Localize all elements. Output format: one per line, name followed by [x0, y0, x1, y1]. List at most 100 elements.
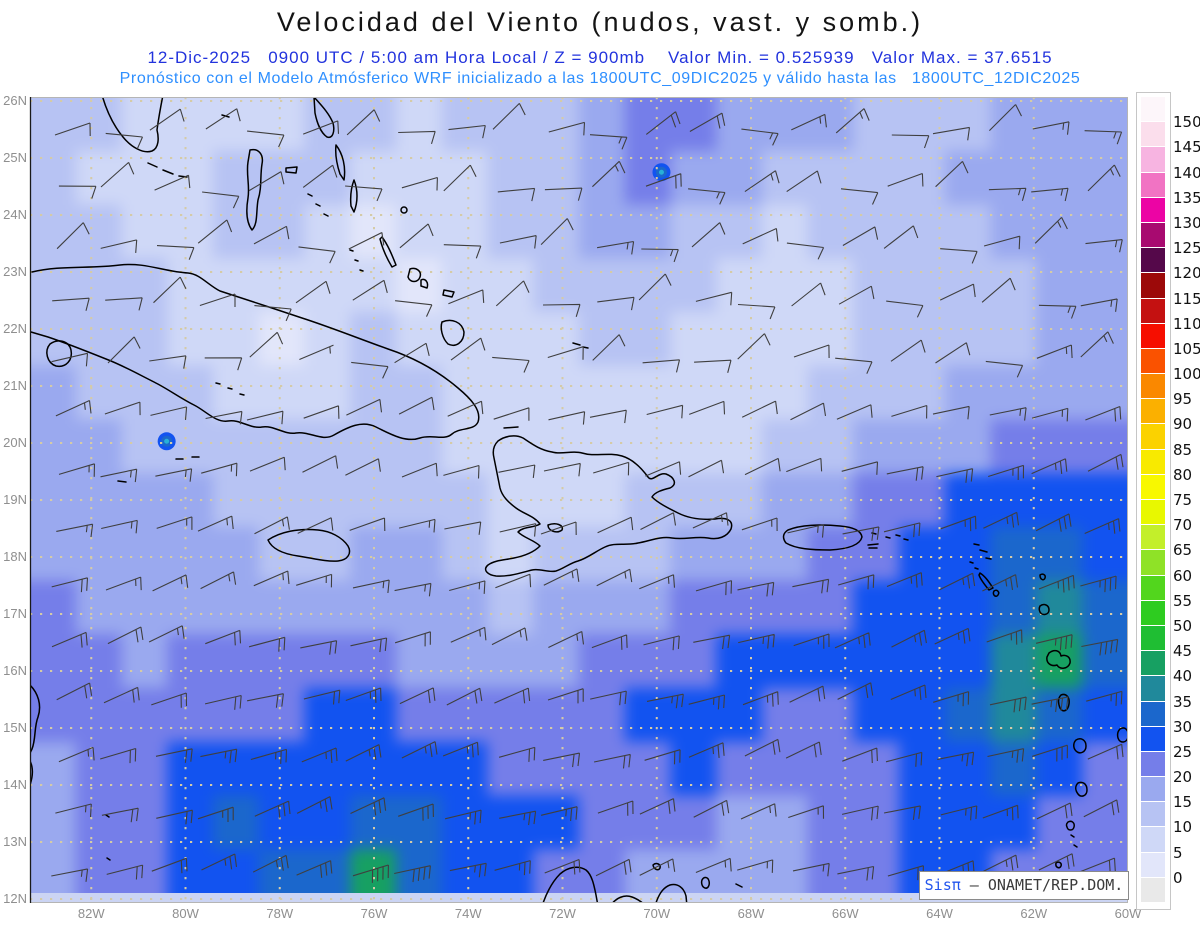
- colorbar-tick-label: 80: [1173, 465, 1193, 484]
- colorbar-tick-label: 140: [1173, 163, 1200, 182]
- colorbar-cell: [1141, 424, 1165, 449]
- colorbar-cell: [1141, 222, 1165, 248]
- colorbar-cell: [1141, 600, 1165, 625]
- colorbar-tick-label: 145: [1173, 138, 1200, 157]
- latlon-gridlines: [30, 97, 1128, 903]
- x-axis-label: 76W: [360, 906, 388, 921]
- colorbar-cell: [1141, 323, 1165, 348]
- colorbar-tick-label: 70: [1173, 516, 1193, 535]
- colorbar-cell: [1141, 877, 1165, 902]
- colorbar-cell: [1141, 500, 1165, 525]
- colorbar-cell: [1141, 651, 1165, 676]
- x-axis-label: 62W: [1020, 906, 1048, 921]
- local-maxima-spots: [157, 163, 671, 451]
- colorbar-cell: [1141, 777, 1165, 802]
- colorbar-cell: [1141, 726, 1165, 751]
- colorbar-cell: [1141, 248, 1165, 273]
- x-axis-label: 78W: [266, 906, 294, 921]
- y-axis-label: 18N: [3, 549, 27, 564]
- colorbar-tick-label: 150: [1173, 113, 1200, 132]
- y-axis-label: 12N: [3, 891, 27, 906]
- colorbar-tick-label: 40: [1173, 667, 1193, 686]
- coast-puerto-rico: [782, 524, 909, 551]
- colorbar-cell: [1141, 575, 1165, 600]
- y-axis-label: 15N: [3, 720, 27, 735]
- y-axis-label: 16N: [3, 663, 27, 678]
- x-axis-label: 80W: [172, 906, 199, 921]
- colorbar-cell: [1141, 525, 1165, 550]
- colorbar-cell: [1141, 122, 1165, 147]
- wind-barbs: [51, 103, 1124, 883]
- colorbar-tick-label: 5: [1173, 843, 1183, 862]
- colorbar-tick-label: 35: [1173, 692, 1193, 711]
- branding-box: Sisπ – ONAMET/REP.DOM.: [919, 871, 1129, 900]
- colorbar-tick-label: 15: [1173, 793, 1193, 812]
- colorbar-cell: [1141, 197, 1165, 222]
- x-axis-label: 70W: [643, 906, 671, 921]
- colorbar-cell: [1141, 399, 1165, 424]
- y-axis-label: 13N: [3, 834, 27, 849]
- colorbar-tick-label: 130: [1173, 213, 1200, 232]
- colorbar-tick-label: 75: [1173, 491, 1193, 509]
- colorbar-cell: [1141, 751, 1165, 777]
- y-axis-label: 23N: [3, 263, 27, 279]
- map-plot-area: [30, 97, 1128, 903]
- colorbar-cell: [1141, 298, 1165, 323]
- y-axis-label: 21N: [3, 377, 27, 393]
- colorbar-tick-label: 105: [1173, 339, 1200, 358]
- y-axis-label: 25N: [3, 149, 27, 165]
- colorbar-tick-label: 100: [1173, 365, 1200, 384]
- colorbar-cell: [1141, 550, 1165, 575]
- coast-bahamas: [221, 97, 589, 349]
- x-axis-label: 72W: [549, 906, 576, 921]
- colorbar-tick-label: 20: [1173, 768, 1193, 787]
- colorbar-tick-label: 25: [1173, 742, 1193, 761]
- x-axis-label: 60W: [1114, 906, 1142, 921]
- y-axis-label: 26N: [3, 92, 27, 108]
- wind-speed-shading: [30, 97, 1128, 903]
- colorbar-cell: [1141, 147, 1165, 172]
- colorbar-cell: [1141, 701, 1165, 726]
- colorbar-tick-label: 30: [1173, 717, 1193, 736]
- colorbar-cell: [1141, 374, 1165, 399]
- colorbar-tick-label: 50: [1173, 616, 1193, 635]
- colorbar-cell: [1141, 348, 1165, 374]
- colorbar-cell: [1141, 827, 1165, 852]
- colorbar-tick-label: 125: [1173, 239, 1200, 258]
- colorbar-cell: [1141, 273, 1165, 298]
- colorbar-tick-label: 120: [1173, 264, 1200, 283]
- subtitle-model-run: Pronóstico con el Modelo Atmósferico WRF…: [119, 70, 1081, 87]
- colorbar-tick-label: 95: [1173, 390, 1193, 409]
- branding-org-name: – ONAMET/REP.DOM.: [960, 876, 1124, 894]
- x-axis-label: 82W: [77, 906, 105, 921]
- branding-system-name: Sisπ: [924, 876, 961, 894]
- colorbar-tick-label: 85: [1173, 440, 1193, 459]
- coast-hispaniola: [484, 426, 733, 577]
- colorbar-tick-label: 45: [1173, 642, 1193, 661]
- colorbar-tick-label: 55: [1173, 591, 1193, 610]
- y-axis-label: 24N: [3, 206, 27, 222]
- y-axis-label: 20N: [3, 434, 27, 450]
- y-axis-label: 22N: [3, 320, 27, 336]
- colorbar-tick-label: 60: [1173, 566, 1193, 585]
- x-axis-label: 64W: [926, 906, 953, 921]
- coast-cayman-and-cays: [117, 382, 245, 483]
- coast-central-america: [30, 684, 111, 861]
- colorbar-tick-label: 135: [1173, 188, 1200, 207]
- coast-isla-juventud: [46, 340, 73, 368]
- y-axis-label: 19N: [3, 492, 27, 507]
- colorbar-cell: [1141, 852, 1165, 877]
- colorbar-tick-label: 10: [1173, 818, 1193, 837]
- colorbar-tick-label: 110: [1173, 314, 1200, 333]
- coast-jamaica: [267, 528, 351, 562]
- x-axis-label: 66W: [831, 906, 859, 921]
- coast-cuba: [30, 263, 480, 441]
- x-axis-label: 68W: [737, 906, 765, 921]
- coastlines: [30, 97, 1128, 903]
- colorbar-tick-label: 0: [1173, 868, 1183, 887]
- colorbar-tick-label: 115: [1173, 289, 1200, 308]
- colorbar-cell: [1141, 474, 1165, 499]
- x-axis-label: 74W: [454, 906, 482, 921]
- page-title: Velocidad del Viento (nudos, vast. y som…: [276, 7, 924, 37]
- colorbar-cell: [1141, 802, 1165, 827]
